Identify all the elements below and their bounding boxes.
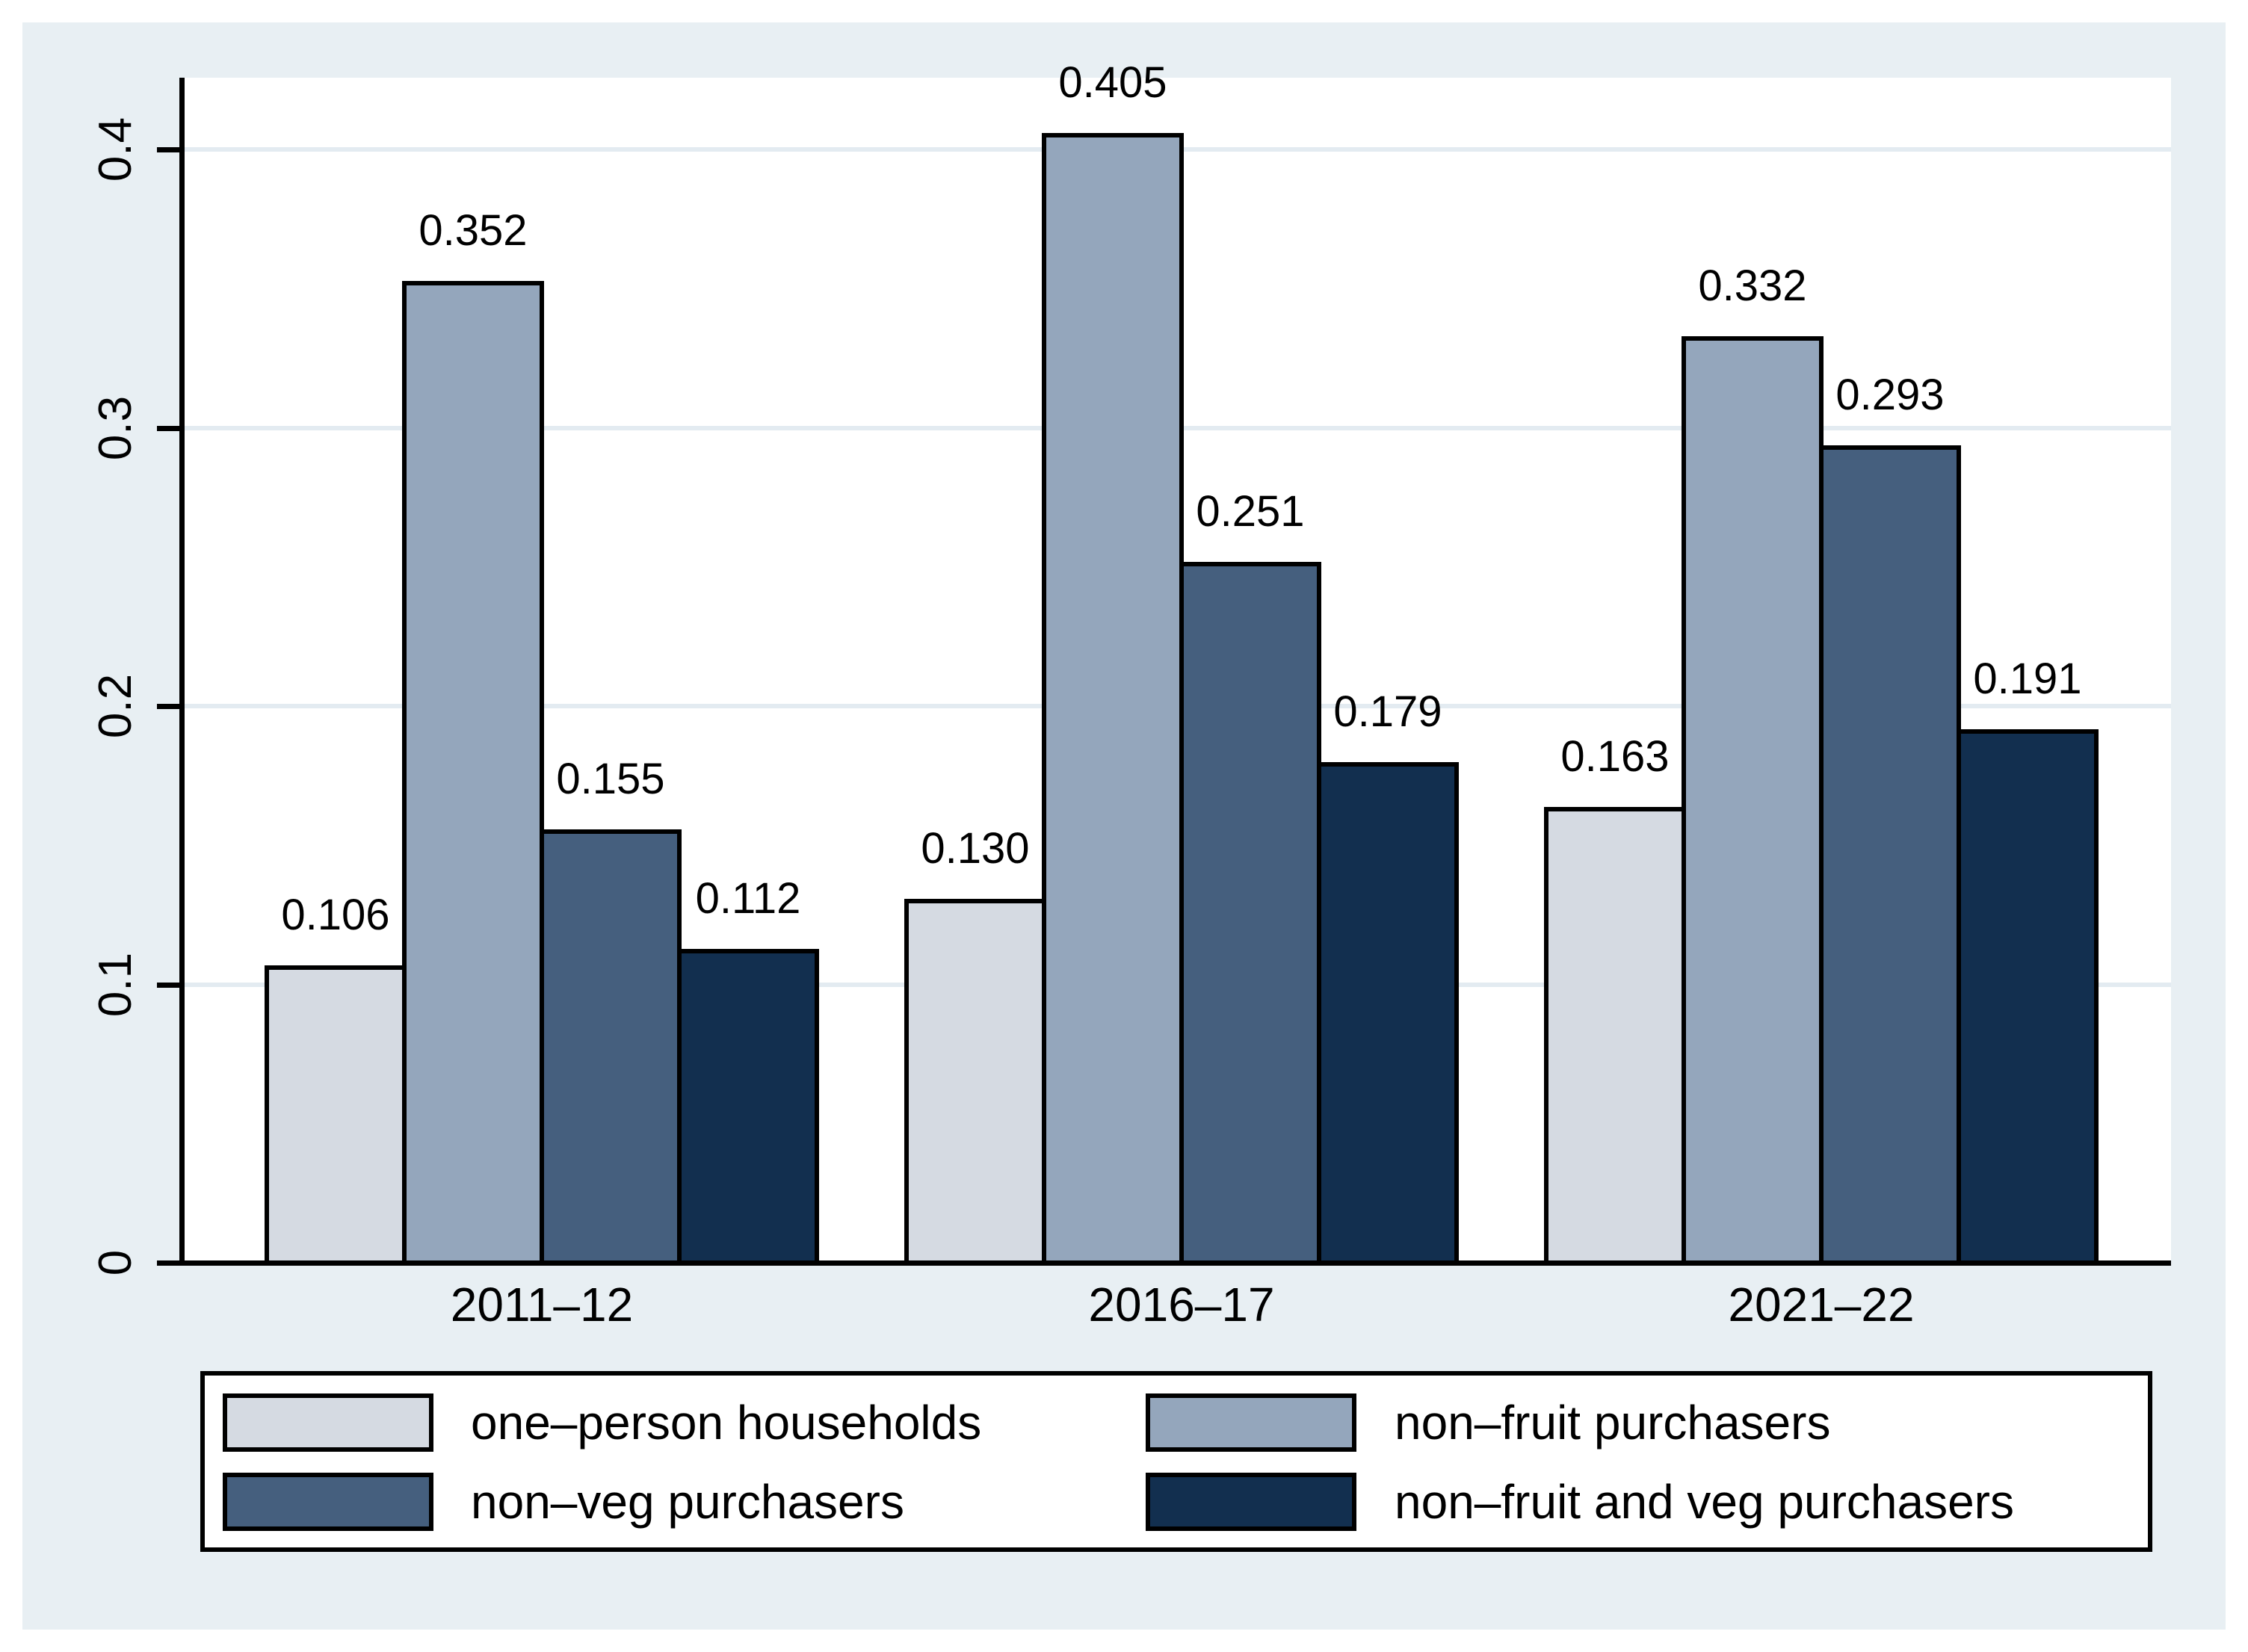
x-tick-label: 2021–22: [1728, 1278, 1915, 1331]
value-label: 0.352: [419, 205, 528, 255]
x-axis-line: [179, 1260, 2171, 1266]
bar: [1957, 728, 2099, 1266]
value-label: 0.106: [281, 891, 390, 940]
y-tick-label: 0.1: [90, 952, 141, 1017]
legend-label: non–fruit purchasers: [1395, 1396, 1831, 1450]
y-tick-label: 0.4: [90, 117, 141, 182]
legend-swatch: [223, 1393, 433, 1452]
y-tick: [157, 704, 182, 709]
bar: [265, 965, 407, 1266]
bar: [904, 898, 1046, 1266]
value-label: 0.405: [1058, 58, 1167, 108]
legend-label: one–person households: [471, 1396, 982, 1450]
y-axis-line: [179, 78, 185, 1266]
y-tick: [157, 147, 182, 152]
bar: [1544, 806, 1686, 1266]
y-tick: [157, 425, 182, 431]
value-label: 0.155: [556, 754, 665, 803]
legend-label: non–veg purchasers: [471, 1475, 904, 1529]
legend-label: non–fruit and veg purchasers: [1395, 1475, 2014, 1529]
value-label: 0.179: [1333, 687, 1442, 737]
y-tick-label: 0.3: [90, 395, 141, 460]
x-tick-label: 2016–17: [1088, 1278, 1275, 1331]
y-tick: [157, 1260, 182, 1266]
value-label: 0.191: [1973, 654, 2082, 703]
value-label: 0.112: [695, 873, 801, 923]
bar: [1317, 762, 1459, 1266]
bar: [1819, 445, 1961, 1266]
value-label: 0.332: [1698, 262, 1807, 311]
value-label: 0.293: [1835, 370, 1945, 419]
y-tick: [157, 982, 182, 988]
legend: one–person households non–fruit purchaser…: [200, 1371, 2152, 1552]
y-tick-label: 0: [90, 1249, 141, 1276]
value-label: 0.163: [1560, 731, 1670, 781]
value-label: 0.130: [921, 823, 1030, 873]
bar: [677, 948, 819, 1266]
bar: [1682, 336, 1824, 1266]
y-tick-label: 0.2: [90, 673, 141, 739]
value-label: 0.251: [1196, 487, 1305, 536]
legend-swatch: [1146, 1473, 1356, 1531]
x-tick-label: 2011–12: [450, 1278, 634, 1331]
legend-swatch: [223, 1473, 433, 1531]
bar: [402, 280, 544, 1266]
legend-swatch: [1146, 1393, 1356, 1452]
bar: [1042, 133, 1184, 1266]
bar: [1179, 562, 1321, 1266]
